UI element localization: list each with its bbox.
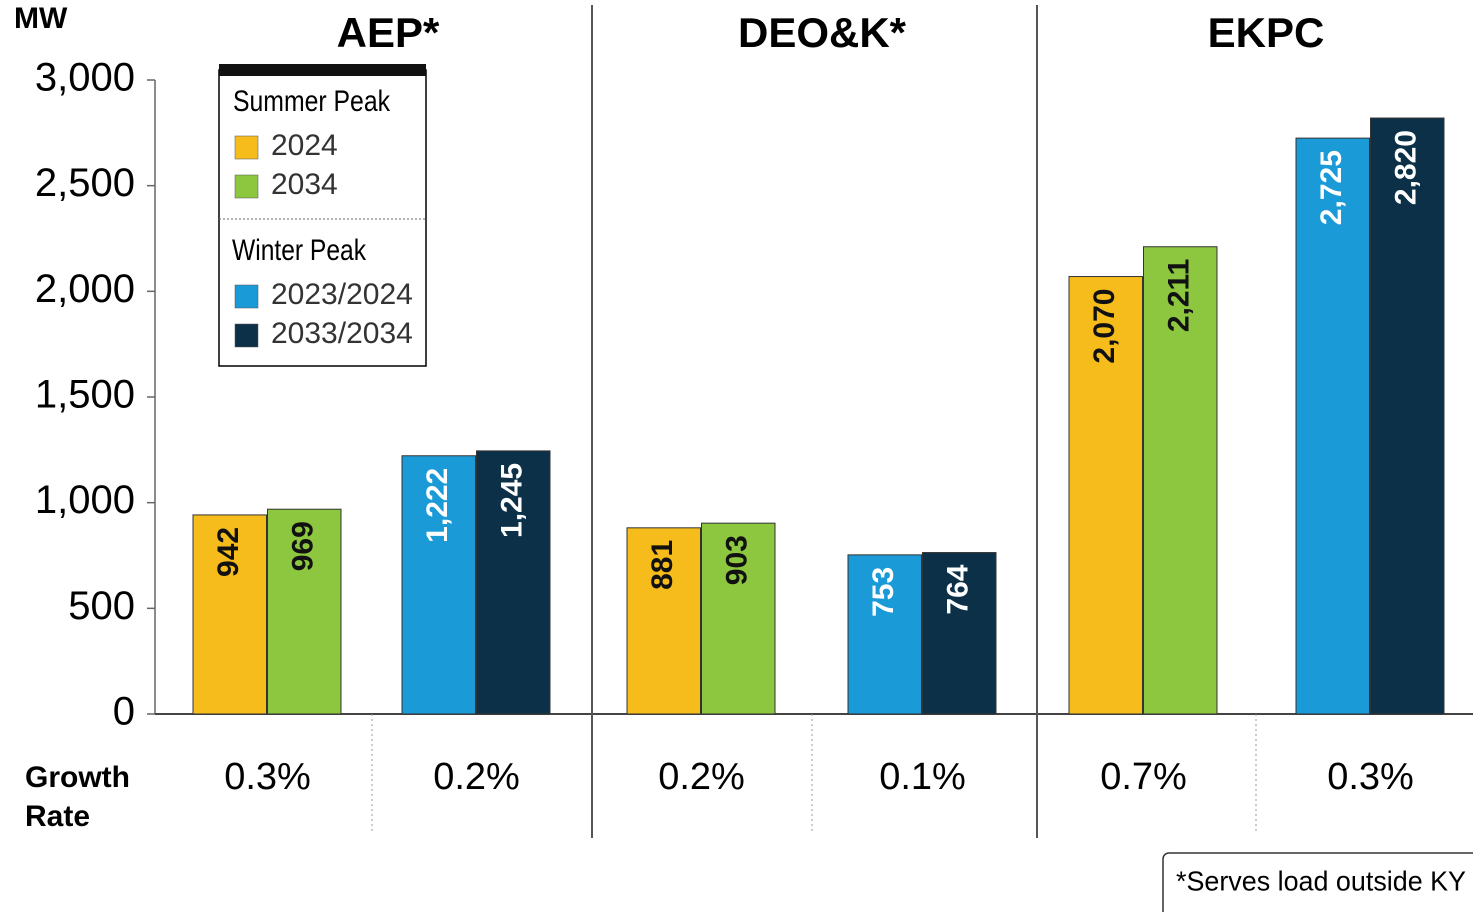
bar <box>1370 117 1445 715</box>
y-tick-label: 3,000 <box>35 56 135 100</box>
legend-swatch <box>234 135 259 160</box>
bar <box>401 455 476 715</box>
bar <box>476 450 551 715</box>
bar <box>847 554 922 715</box>
legend-bar <box>219 64 426 76</box>
growth-label: Rate <box>25 800 90 833</box>
bar <box>192 514 267 715</box>
growth-label: Growth <box>25 761 130 794</box>
legend-swatch <box>234 323 259 348</box>
growth-rate: 0.3% <box>224 756 311 798</box>
value-label: 903 <box>721 535 754 585</box>
value-label: 1,245 <box>496 463 529 538</box>
value-label: 2,820 <box>1390 130 1423 205</box>
legend: Summer Peak Winter Peak <box>218 64 427 367</box>
y-tick-label: 2,000 <box>35 267 135 311</box>
legend-group: Winter Peak <box>232 234 367 267</box>
legend-group: Summer Peak <box>233 85 391 118</box>
value-label: 881 <box>646 540 679 590</box>
legend-label: 2024 <box>271 129 338 162</box>
bar <box>1068 276 1143 715</box>
growth-rate: 0.1% <box>879 756 966 798</box>
value-label: 753 <box>867 567 900 617</box>
growth-rate: 0.7% <box>1100 756 1187 798</box>
bar <box>626 527 701 715</box>
y-tick-label: 1,500 <box>35 373 135 417</box>
note-box <box>1162 852 1473 912</box>
y-tick-label: 500 <box>68 584 135 628</box>
category-label: DEO&K* <box>738 9 907 56</box>
value-label: 969 <box>287 521 320 571</box>
legend-label: 2023/2024 <box>271 278 413 311</box>
growth-rate: 0.2% <box>658 756 745 798</box>
y-tick-label: 1,000 <box>35 478 135 522</box>
value-label: 942 <box>212 527 245 577</box>
growth-rate: 0.3% <box>1327 756 1414 798</box>
legend-label: 2034 <box>271 168 338 201</box>
value-label: 2,725 <box>1315 150 1348 225</box>
value-label: 764 <box>942 564 975 614</box>
y-tick-label: 2,500 <box>35 161 135 205</box>
note: *Serves load outside KY <box>1176 865 1466 896</box>
bar <box>1143 246 1218 715</box>
legend-swatch <box>234 174 259 199</box>
category-label: EKPC <box>1208 9 1325 56</box>
legend-label: 2033/2034 <box>271 317 413 350</box>
value-label: 1,222 <box>421 468 454 543</box>
legend-swatch <box>234 284 259 309</box>
legend-box <box>218 69 427 367</box>
bar <box>922 552 997 715</box>
bar <box>1295 137 1370 715</box>
bar <box>701 522 776 715</box>
value-label: 2,211 <box>1163 259 1196 332</box>
value-label: 2,070 <box>1088 289 1121 364</box>
bar <box>267 508 342 715</box>
growth-rate: 0.2% <box>433 756 520 798</box>
y-tick-label: 0 <box>113 690 135 734</box>
y-axis-label: MW <box>14 2 68 35</box>
category-label: AEP* <box>337 9 440 56</box>
